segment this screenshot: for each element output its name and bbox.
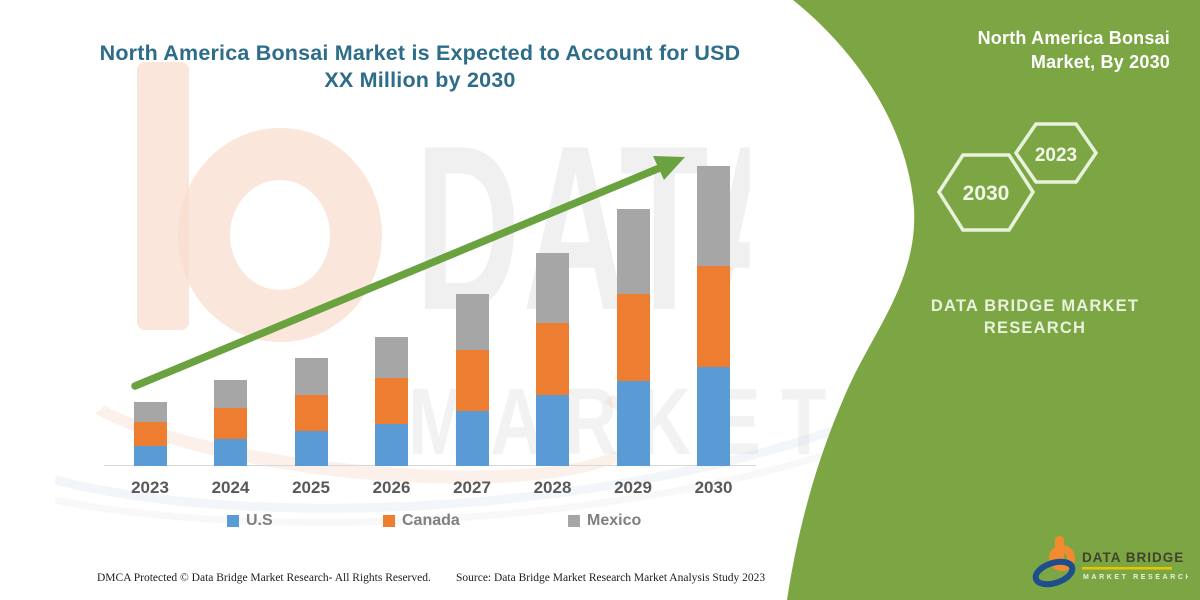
legend-label: U.S [246,512,273,529]
bar-2027 [455,294,489,466]
page-title-line1: North America Bonsai Market is Expected … [99,41,741,65]
logo-wordmark: DATA BRIDGE [1082,550,1184,565]
legend-item-canada: Canada [383,512,460,530]
bar-2029 [616,209,650,466]
bar-2023 [133,402,167,466]
bar-2024 [214,380,247,466]
dmca-footer-text: DMCA Protected © Data Bridge Market Rese… [97,572,431,584]
logo-d-swoosh [1032,558,1076,588]
bar-2030 [697,166,730,466]
legend-swatch-icon [568,515,580,527]
legend-item-us: U.S [227,512,273,530]
bar-segment-us [455,411,489,466]
bar-segment-mexico [455,294,489,350]
bar-segment-us [214,439,247,466]
databridge-logo: DATA BRIDGE MARKET RESEARCH [1032,536,1188,588]
bar-segment-us [133,446,167,466]
growth-arrow-icon [131,156,685,390]
bar-segment-us [294,431,328,466]
bar-segment-us [697,367,730,466]
bar-segment-canada [536,323,569,395]
logo-b-bowl [1049,545,1075,571]
x-axis-label-2025: 2025 [292,478,330,497]
x-axis-label-2024: 2024 [211,478,250,497]
x-axis-line [104,465,756,466]
bar-segment-mexico [697,166,730,266]
page-title-line2: XX Million by 2030 [324,68,516,92]
bar-segment-canada [375,378,408,424]
x-axis-label-2028: 2028 [533,478,572,497]
side-panel-brand: DATA BRIDGE MARKET RESEARCH [905,295,1165,339]
watermark-logo-b-bar [137,62,189,330]
side-panel-heading-line2: Market, By 2030 [1030,52,1170,72]
bar-segment-canada [294,395,328,431]
year-hexagons: 2030 2023 [936,122,1099,232]
bar-segment-canada [616,294,650,381]
bar-segment-canada [214,408,247,439]
logo-underline [1082,567,1172,570]
x-axis-label-2030: 2030 [694,478,733,497]
bar-segment-mexico [294,358,328,395]
x-axis-label-2026: 2026 [372,478,411,497]
bar-segment-mexico [375,337,408,378]
bar-segment-us [616,381,650,466]
side-panel-heading: North America Bonsai Market, By 2030 [860,26,1170,74]
bar-2028 [536,253,569,466]
legend-label: Mexico [587,512,642,529]
side-panel-brand-line1: DATA BRIDGE MARKET [930,297,1140,315]
bar-2026 [375,337,408,466]
side-panel-heading-line1: North America Bonsai [977,28,1170,48]
hexagon-2023-label: 2023 [1035,145,1077,166]
page-title: North America Bonsai Market is Expected … [95,40,745,94]
x-axis-label-2029: 2029 [614,478,652,497]
legend-item-mexico: Mexico [568,512,641,530]
bar-segment-canada [133,422,167,446]
legend-swatch-icon [227,515,239,527]
legend-label: Canada [402,512,460,529]
x-axis-label-2023: 2023 [131,478,169,497]
source-footer-text: Source: Data Bridge Market Research Mark… [456,572,766,584]
bar-segment-mexico [616,209,650,294]
bar-segment-mexico [536,253,569,323]
logo-subtitle: MARKET RESEARCH [1083,574,1188,581]
bar-segment-us [375,424,408,466]
x-axis-label-2027: 2027 [453,478,491,497]
hexagon-2030-label: 2030 [963,182,1010,205]
bar-segment-mexico [214,380,247,408]
legend-swatch-icon [383,515,395,527]
hexagon-2023-icon [1013,122,1099,184]
bar-segment-mexico [133,402,167,422]
bar-segment-us [536,395,569,466]
side-panel-brand-line2: RESEARCH [983,319,1087,337]
hexagon-2030-icon [936,153,1036,232]
bar-2025 [294,358,328,466]
bar-segment-canada [455,350,489,411]
bar-segment-canada [697,266,730,367]
